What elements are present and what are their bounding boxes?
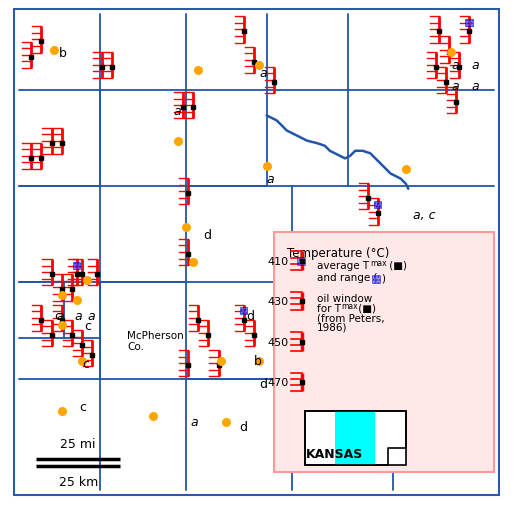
Text: 25 mi: 25 mi (61, 437, 96, 450)
Text: d: d (259, 377, 267, 390)
Text: c: c (54, 309, 61, 322)
Text: a: a (173, 105, 181, 118)
Bar (297, 257, 305, 265)
Text: d: d (246, 309, 254, 322)
FancyBboxPatch shape (274, 232, 495, 472)
Text: c: c (85, 319, 91, 332)
Bar (374, 201, 382, 209)
Text: (from Peters,: (from Peters, (317, 313, 385, 323)
Bar (240, 308, 247, 315)
Text: Temperature (°C): Temperature (°C) (287, 246, 389, 260)
Text: 410: 410 (267, 256, 288, 266)
Text: a: a (259, 67, 267, 80)
Bar (335, 412, 376, 465)
Text: McPherson
Co.: McPherson Co. (127, 330, 184, 351)
Text: c: c (80, 400, 86, 413)
Text: c: c (82, 357, 89, 370)
Text: a: a (267, 173, 274, 186)
Text: a: a (87, 309, 94, 322)
Bar (372, 275, 380, 283)
Text: a: a (471, 79, 479, 92)
Bar (465, 20, 472, 27)
Text: a, c: a, c (413, 208, 436, 221)
Text: b: b (254, 355, 262, 368)
Text: max: max (342, 301, 358, 310)
Text: average T: average T (317, 260, 369, 270)
Text: 25 km: 25 km (58, 475, 98, 488)
Text: b: b (59, 46, 67, 60)
Text: (■): (■) (355, 303, 376, 313)
Text: 450: 450 (267, 337, 288, 347)
Bar (305, 412, 406, 465)
Text: a: a (451, 79, 459, 92)
Text: a: a (191, 415, 199, 428)
Text: a: a (451, 59, 459, 72)
Text: ): ) (382, 273, 385, 283)
Text: and range (: and range ( (317, 273, 378, 283)
Text: a: a (56, 309, 64, 322)
Text: a: a (471, 59, 479, 72)
Text: 470: 470 (267, 377, 288, 387)
Text: a: a (74, 309, 82, 322)
Text: (■): (■) (386, 260, 406, 270)
Text: d: d (203, 228, 211, 241)
Text: 430: 430 (267, 296, 288, 307)
Text: d: d (239, 420, 247, 433)
Bar (73, 263, 81, 270)
Text: oil window: oil window (317, 293, 372, 303)
Text: KANSAS: KANSAS (306, 447, 363, 461)
Text: max: max (370, 259, 387, 268)
Text: for T: for T (317, 303, 341, 313)
Text: 1986): 1986) (317, 322, 348, 332)
